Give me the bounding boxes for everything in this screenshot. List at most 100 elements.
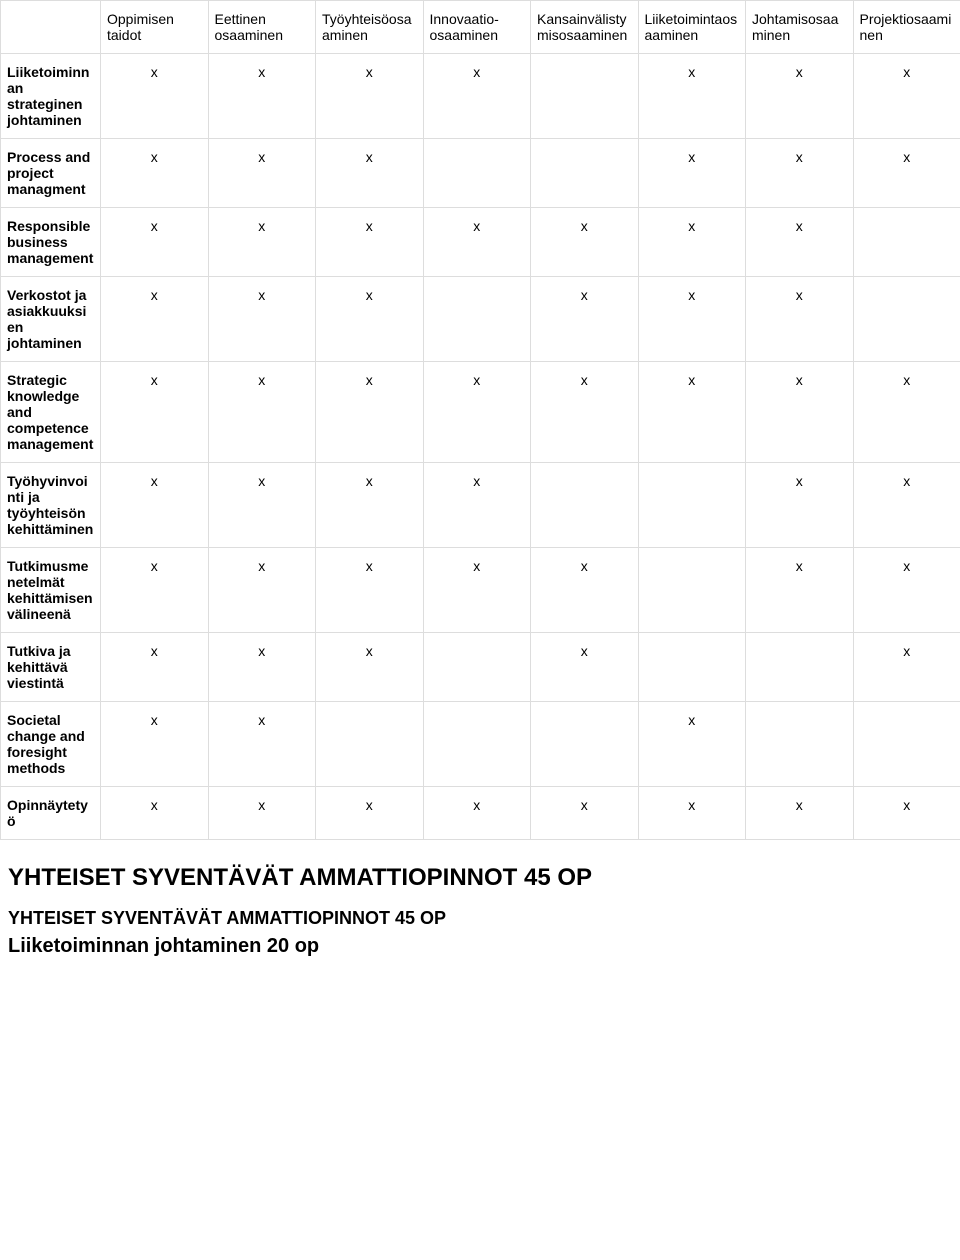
mark-cell: x [208,633,316,702]
mark-cell: x [208,548,316,633]
mark-cell [746,702,854,787]
mark-cell: x [746,787,854,840]
mark-cell: x [101,54,209,139]
mark-cell: x [101,463,209,548]
mark-cell: x [101,277,209,362]
mark-cell: x [853,54,960,139]
mark-cell: x [638,277,746,362]
mark-cell: x [746,548,854,633]
table-header-row: Oppimisen taidot Eettinen osaaminen Työy… [1,1,960,54]
col-header: Liiketoimintaosaaminen [638,1,746,54]
mark-cell: x [208,702,316,787]
mark-cell: x [853,787,960,840]
col-header: Kansainvälistymisosaaminen [531,1,639,54]
mark-cell: x [101,208,209,277]
mark-cell [853,208,960,277]
mark-cell: x [316,362,424,463]
mark-cell: x [208,463,316,548]
mark-cell [423,277,531,362]
mark-cell: x [638,362,746,463]
table-row: Strategic knowledge and competence manag… [1,362,960,463]
mark-cell: x [423,54,531,139]
mark-cell: x [316,277,424,362]
mark-cell: x [531,208,639,277]
mark-cell: x [746,362,854,463]
mark-cell: x [746,54,854,139]
col-header: Oppimisen taidot [101,1,209,54]
mark-cell: x [101,787,209,840]
mark-cell: x [208,362,316,463]
row-header: Societal change and foresight methods [1,702,101,787]
table-row: Opinnäytetyöxxxxxxxx [1,787,960,840]
col-header: Projektiosaaminen [853,1,960,54]
mark-cell: x [208,277,316,362]
mark-cell [853,277,960,362]
competence-matrix-table: Oppimisen taidot Eettinen osaaminen Työy… [0,0,960,840]
mark-cell: x [423,463,531,548]
mark-cell: x [853,139,960,208]
mark-cell: x [638,54,746,139]
row-header: Tutkimusmenetelmät kehittämisen välineen… [1,548,101,633]
mark-cell: x [531,787,639,840]
table-body: Liiketoiminnan strateginen johtaminenxxx… [1,54,960,840]
mark-cell [746,633,854,702]
table-row: Työhyvinvointi ja työyhteisön kehittämin… [1,463,960,548]
mark-cell: x [101,548,209,633]
mark-cell: x [746,208,854,277]
table-row: Responsible business managementxxxxxxx [1,208,960,277]
heading-sub-2: Liiketoiminnan johtaminen 20 op [8,935,960,958]
table-row: Tutkimusmenetelmät kehittämisen välineen… [1,548,960,633]
col-header: Innovaatio-osaaminen [423,1,531,54]
table-row: Tutkiva ja kehittävä viestintäxxxxx [1,633,960,702]
mark-cell: x [531,362,639,463]
mark-cell: x [531,633,639,702]
table-row: Liiketoiminnan strateginen johtaminenxxx… [1,54,960,139]
mark-cell: x [208,208,316,277]
mark-cell: x [316,208,424,277]
heading-sub-1: YHTEISET SYVENTÄVÄT AMMATTIOPINNOT 45 OP [8,908,960,929]
mark-cell: x [746,463,854,548]
mark-cell: x [531,548,639,633]
row-header: Process and project managment [1,139,101,208]
mark-cell [638,463,746,548]
row-header: Työhyvinvointi ja työyhteisön kehittämin… [1,463,101,548]
mark-cell: x [638,139,746,208]
mark-cell: x [316,633,424,702]
mark-cell: x [853,633,960,702]
row-header: Responsible business management [1,208,101,277]
headings-section: YHTEISET SYVENTÄVÄT AMMATTIOPINNOT 45 OP… [0,864,960,958]
row-header: Opinnäytetyö [1,787,101,840]
mark-cell [423,702,531,787]
mark-cell: x [423,208,531,277]
mark-cell: x [531,277,639,362]
mark-cell: x [208,139,316,208]
mark-cell: x [316,463,424,548]
table-row: Societal change and foresight methodsxxx [1,702,960,787]
col-header: Työyhteisöosaaminen [316,1,424,54]
mark-cell: x [853,362,960,463]
mark-cell [531,54,639,139]
mark-cell [423,633,531,702]
table-row: Verkostot ja asiakkuuksien johtaminenxxx… [1,277,960,362]
row-header: Strategic knowledge and competence manag… [1,362,101,463]
table-row: Process and project managmentxxxxxx [1,139,960,208]
mark-cell: x [423,362,531,463]
mark-cell: x [423,548,531,633]
row-header: Liiketoiminnan strateginen johtaminen [1,54,101,139]
mark-cell [531,702,639,787]
col-header: Eettinen osaaminen [208,1,316,54]
mark-cell: x [746,139,854,208]
mark-cell: x [208,54,316,139]
mark-cell [638,633,746,702]
mark-cell: x [746,277,854,362]
mark-cell: x [638,702,746,787]
mark-cell [531,463,639,548]
mark-cell [316,702,424,787]
mark-cell: x [638,208,746,277]
mark-cell: x [316,548,424,633]
heading-main: YHTEISET SYVENTÄVÄT AMMATTIOPINNOT 45 OP [8,864,960,892]
mark-cell: x [853,548,960,633]
mark-cell: x [316,54,424,139]
mark-cell: x [101,702,209,787]
mark-cell: x [316,787,424,840]
